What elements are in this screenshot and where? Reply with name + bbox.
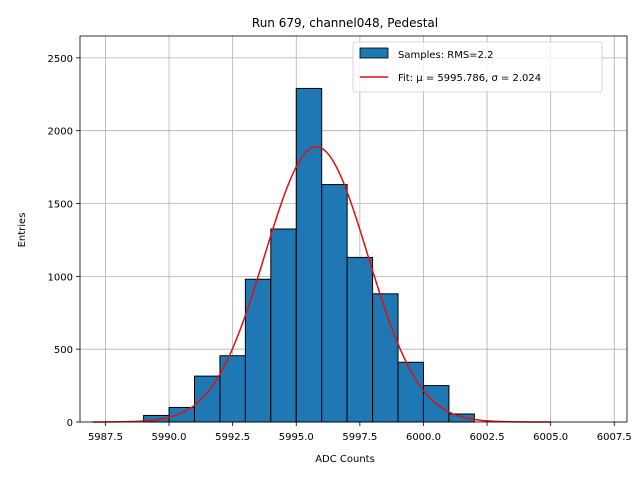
x-tick-label: 5992.5 [215, 432, 250, 443]
y-tick-label: 500 [54, 345, 73, 356]
legend-box [352, 41, 603, 93]
x-tick-label: 5990.0 [152, 432, 187, 443]
y-tick-label: 0 [67, 418, 73, 429]
x-axis-ticks: 5987.5 5990.0 5992.5 5995.0 5997.5 6000.0 6002… [88, 422, 632, 443]
histogram-bar [321, 184, 348, 423]
histogram-bar [448, 413, 475, 423]
legend: Samples: RMS=2.2 Fit: μ = 5995.786, σ = … [352, 41, 603, 93]
y-tick-label: 1000 [48, 272, 73, 283]
chart-title: Run 679, channel048, Pedestal [252, 16, 438, 30]
x-tick-label: 5987.5 [88, 432, 123, 443]
x-tick-label: 5995.0 [279, 432, 314, 443]
y-tick-label: 2500 [48, 54, 73, 65]
x-tick-label: 6005.0 [533, 432, 568, 443]
legend-label-samples: Samples: RMS=2.2 [398, 50, 493, 61]
histogram-bar [346, 256, 374, 423]
y-axis-title: Entries [17, 213, 28, 248]
legend-swatch-samples [359, 47, 389, 59]
histogram-bars [143, 87, 475, 423]
x-tick-label: 6002.5 [470, 432, 505, 443]
plot-frame [79, 35, 628, 423]
x-tick-label: 6000.0 [406, 432, 441, 443]
y-tick-label: 2000 [48, 127, 73, 138]
x-axis-title: ADC Counts [315, 454, 375, 465]
y-tick-label: 1500 [48, 200, 73, 211]
y-axis-ticks: 0 500 1000 1500 2000 2500 [48, 54, 80, 429]
histogram-bar [372, 293, 399, 423]
legend-label-fit: Fit: μ = 5995.786, σ = 2.024 [398, 73, 541, 84]
histogram-bar [193, 375, 221, 423]
histogram-bar [295, 87, 323, 423]
fit-curve [92, 145, 551, 423]
x-tick-label: 5997.5 [342, 432, 377, 443]
x-tick-label: 6007.5 [597, 432, 632, 443]
histogram-bar [168, 406, 195, 423]
histogram-bar [270, 228, 297, 423]
histogram-bar [244, 278, 272, 423]
